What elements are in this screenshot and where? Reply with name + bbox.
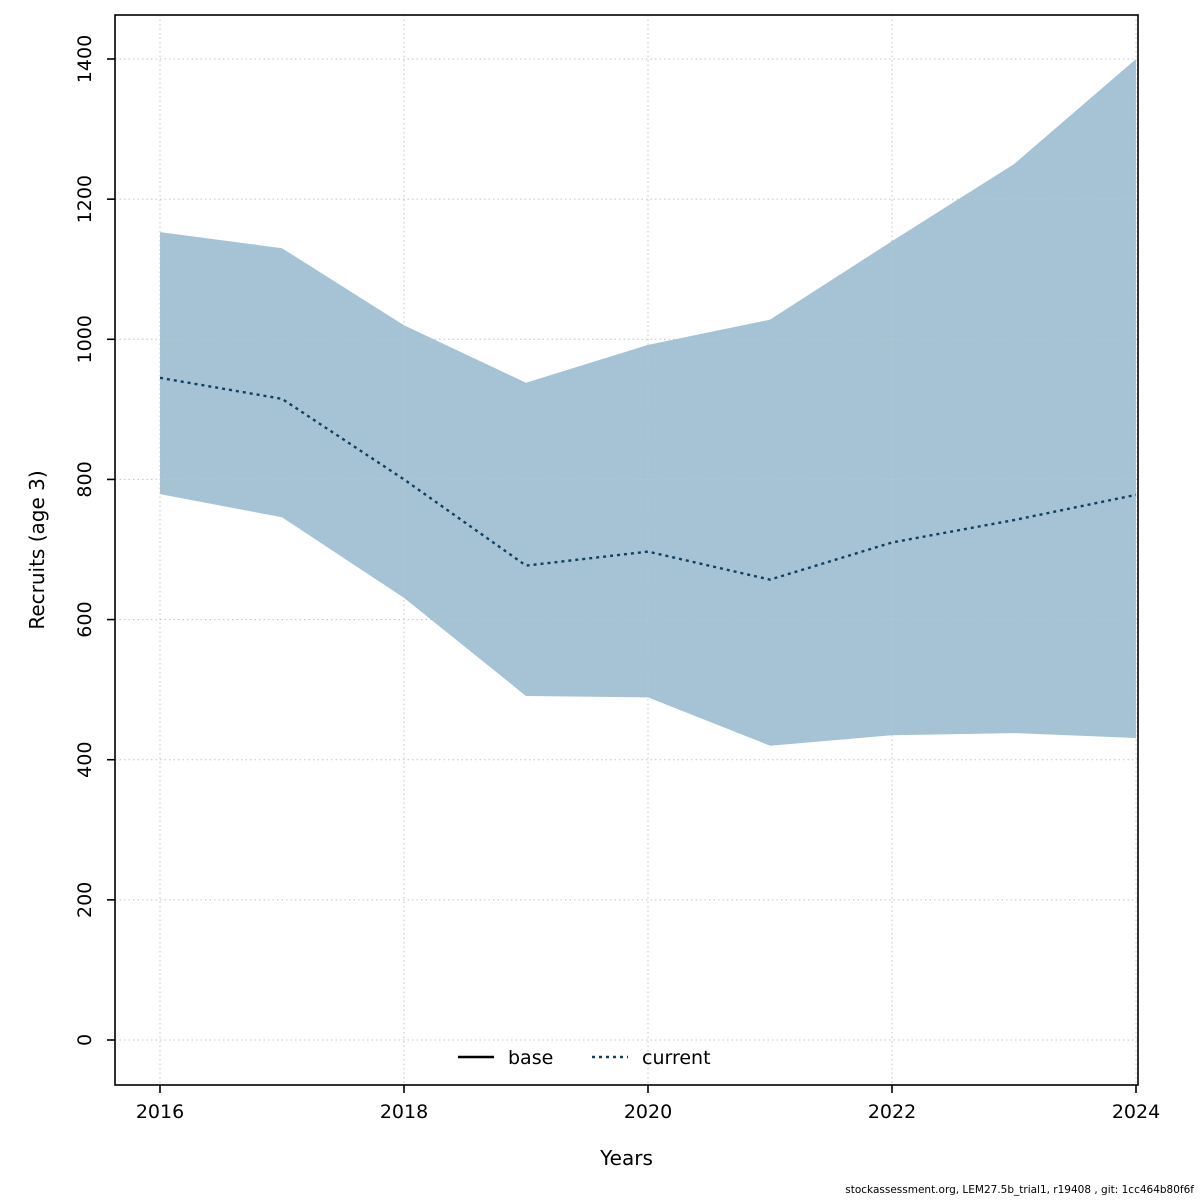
plot-border [114,14,1139,1086]
y-tick-label: 200 [74,882,96,918]
x-tick-label: 2020 [624,1101,672,1123]
y-tick-label: 1200 [74,175,96,223]
x-tick-label: 2024 [1112,1101,1160,1123]
footer-attribution: stockassessment.org, LEM27.5b_trial1, r1… [845,1184,1194,1196]
current-median-line [159,376,1137,581]
x-tick-label: 2022 [868,1101,916,1123]
y-tick-label: 0 [74,1034,96,1046]
y-tick-label: 400 [74,742,96,778]
x-tick-label: 2016 [136,1101,184,1123]
y-tick-label: 1400 [74,35,96,83]
y-tick-label: 800 [74,461,96,497]
legend-base-label: base [508,1047,553,1069]
y-axis-title: Recruits (age 3) [25,470,49,630]
x-tick-label: 2018 [380,1101,428,1123]
legend-current-label: current [642,1047,711,1069]
x-axis-title: Years [600,1146,653,1170]
y-tick-label: 1000 [74,315,96,363]
y-tick-label: 600 [74,601,96,637]
